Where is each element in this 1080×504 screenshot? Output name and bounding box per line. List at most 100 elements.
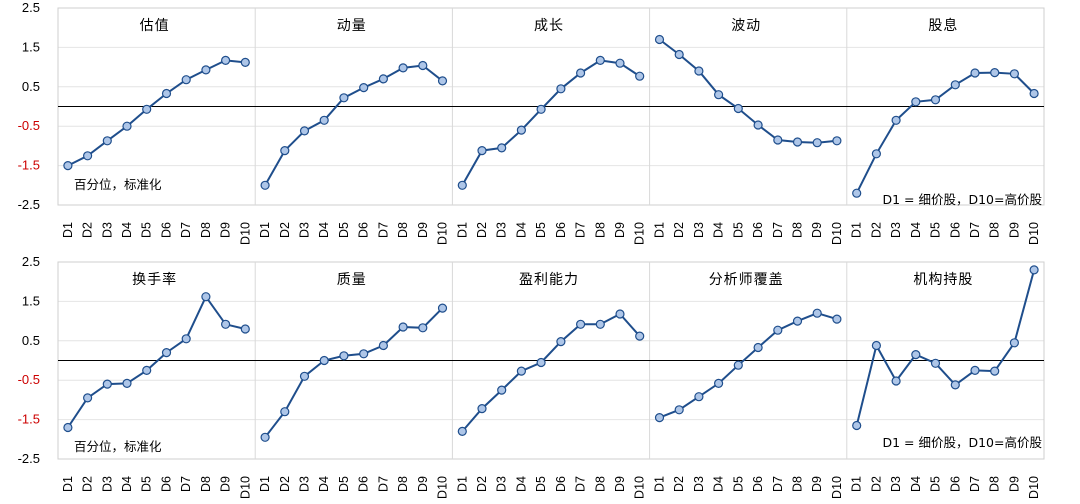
- x-tick-label: D4: [120, 476, 134, 492]
- data-point-D6: [161, 88, 172, 99]
- x-tick-label: D8: [199, 222, 213, 238]
- x-tick-label: D7: [179, 476, 193, 492]
- x-tick-label: D9: [613, 222, 627, 238]
- x-tick-label: D8: [396, 222, 410, 238]
- x-tick-label: D5: [929, 222, 943, 238]
- data-point-D1: [63, 161, 73, 171]
- data-point-D4: [713, 90, 724, 100]
- x-tick-label: D2: [278, 222, 292, 238]
- data-point-D3: [694, 392, 704, 402]
- x-tick-label: D9: [1007, 476, 1021, 492]
- data-point-D4: [713, 378, 724, 388]
- x-tick-label: D1: [653, 476, 667, 492]
- data-point-D6: [556, 337, 566, 347]
- x-tick-label: D5: [534, 476, 548, 492]
- panel-2: 动量 D1 D2 D3 D4 D5 D6 D7 D8 D9 D10: [258, 18, 449, 245]
- data-point-D3: [694, 66, 704, 76]
- data-point-D6: [556, 84, 566, 94]
- data-point-D10: [240, 57, 250, 68]
- x-tick-label: D9: [810, 476, 824, 492]
- data-point-D10: [635, 71, 645, 81]
- data-point-D2: [871, 340, 882, 351]
- data-point-D5: [339, 93, 349, 103]
- y-tick-label: -1.5: [18, 158, 40, 173]
- x-tick-label: D6: [948, 476, 962, 492]
- panel-1: 估值 D1 D2 D3 D4 D5 D6 D7 D8 D9 D10: [61, 18, 252, 245]
- x-tick-label: D9: [416, 222, 430, 238]
- x-tick-label: D7: [574, 222, 588, 238]
- panel-title: 盈利能力: [519, 272, 579, 288]
- x-tick-label: D2: [672, 222, 686, 238]
- data-point-D5: [733, 360, 743, 370]
- data-point-D4: [122, 378, 132, 388]
- data-point-D4: [911, 350, 921, 360]
- data-point-D2: [82, 393, 93, 403]
- data-point-D5: [733, 103, 743, 114]
- data-point-D4: [516, 366, 527, 376]
- x-tick-label: D1: [258, 476, 272, 492]
- data-point-D7: [378, 74, 388, 84]
- x-tick-label: D9: [219, 222, 233, 238]
- x-tick-label: D1: [653, 222, 667, 238]
- series-line: [461, 312, 641, 433]
- note-legend: D1 = 细价股，D10=高价股: [882, 435, 1042, 450]
- data-point-D6: [359, 82, 369, 93]
- data-point-D2: [280, 407, 290, 417]
- data-point-D3: [299, 371, 310, 381]
- data-point-D6: [359, 349, 369, 359]
- data-point-D4: [122, 121, 132, 131]
- data-point-D1: [852, 188, 862, 198]
- data-point-D3: [102, 379, 112, 389]
- panel-9: 分析师覆盖 D1 D2 D3 D4 D5 D6 D7 D8 D9 D10: [653, 272, 844, 499]
- y-tick-label: 0.5: [22, 333, 40, 348]
- data-point-D5: [142, 104, 152, 114]
- data-point-D7: [181, 334, 191, 344]
- data-point-D1: [654, 413, 665, 423]
- series-line: [461, 59, 641, 186]
- x-tick-label: D1: [258, 222, 272, 238]
- data-point-D7: [575, 68, 586, 78]
- x-tick-label: D7: [771, 476, 785, 492]
- series-line: [67, 59, 246, 167]
- data-point-D10: [635, 331, 645, 341]
- panel-8: 盈利能力 D1 D2 D3 D4 D5 D6 D7 D8 D9 D10: [455, 272, 646, 499]
- data-point-D4: [319, 355, 329, 366]
- x-tick-label: D7: [376, 222, 390, 238]
- x-tick-label: D1: [850, 476, 864, 492]
- x-tick-label: D10: [633, 222, 647, 245]
- data-point-D8: [990, 366, 1000, 376]
- x-tick-label: D8: [593, 222, 607, 238]
- x-tick-label: D10: [1027, 222, 1041, 245]
- x-tick-label: D5: [731, 476, 745, 492]
- x-tick-label: D1: [61, 476, 75, 492]
- x-tick-label: D3: [692, 222, 706, 238]
- data-point-D7: [181, 75, 191, 85]
- y-tick-label: 2.5: [22, 0, 40, 15]
- y-tick-label: -2.5: [18, 197, 40, 212]
- x-tick-label: D3: [889, 476, 903, 492]
- x-tick-label: D1: [455, 222, 469, 238]
- x-tick-label: D10: [238, 476, 252, 499]
- panel-6: 换手率 D1 D2 D3 D4 D5 D6 D7 D8 D9 D10: [61, 271, 252, 499]
- data-point-D10: [437, 303, 448, 313]
- x-tick-label: D1: [61, 222, 75, 238]
- x-tick-label: D8: [791, 222, 805, 238]
- x-tick-label: D10: [436, 476, 450, 499]
- x-tick-label: D6: [751, 222, 765, 238]
- x-tick-label: D5: [337, 222, 351, 238]
- data-point-D10: [240, 324, 250, 334]
- data-point-D3: [497, 143, 507, 153]
- note-legend: D1 = 细价股，D10=高价股: [882, 192, 1042, 207]
- x-tick-label: D10: [830, 222, 844, 245]
- x-tick-label: D3: [495, 222, 509, 238]
- data-point-D8: [990, 67, 1000, 78]
- panel-4: 波动 D1 D2 D3 D4 D5 D6 D7 D8 D9 D10: [653, 18, 844, 245]
- x-tick-label: D8: [199, 476, 213, 492]
- data-point-D9: [221, 319, 231, 329]
- panel-7: 质量 D1 D2 D3 D4 D5 D6 D7 D8 D9 D10: [258, 272, 449, 499]
- data-point-D3: [497, 385, 507, 395]
- data-point-D8: [398, 63, 408, 73]
- x-tick-label: D7: [771, 222, 785, 238]
- x-tick-label: D9: [219, 476, 233, 492]
- series-line: [658, 38, 837, 144]
